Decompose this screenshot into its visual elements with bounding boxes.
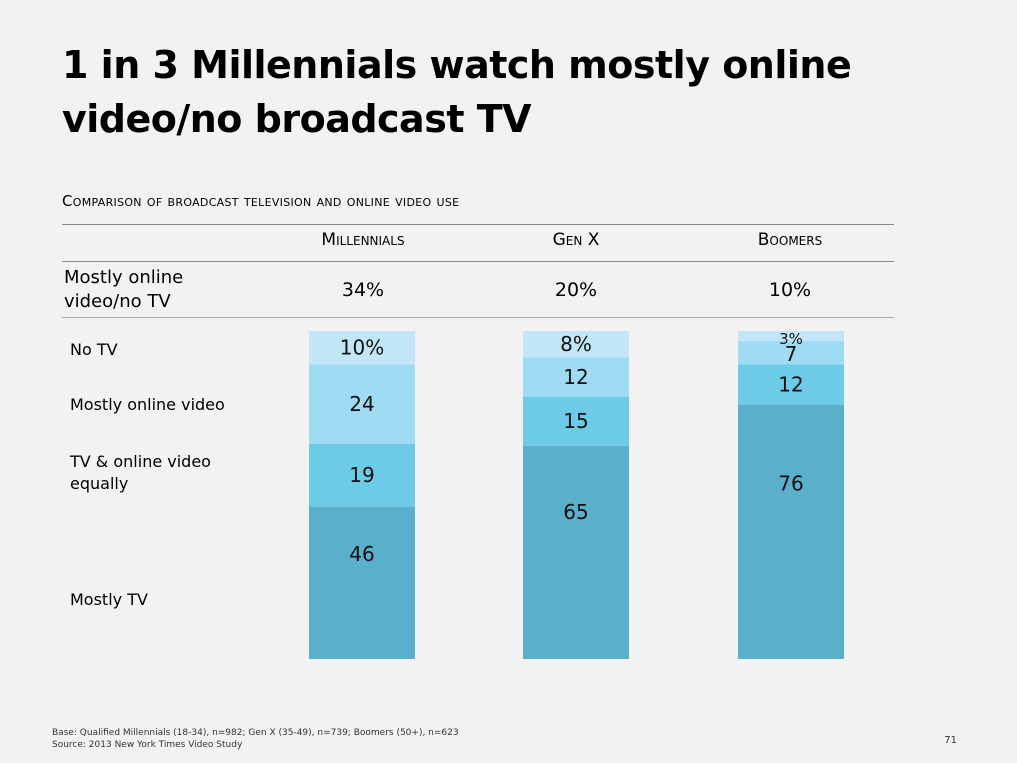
bar-label-millennials-equally: 19 <box>349 463 374 487</box>
page-title: 1 in 3 Millennials watch mostly online v… <box>62 43 852 141</box>
header-bottom-rule <box>62 261 894 262</box>
bar-gen-x-no-tv <box>523 331 629 358</box>
page-number: 71 <box>944 735 957 746</box>
footnote-source: Source: 2013 New York Times Video Study <box>52 740 243 750</box>
legend-label-mostly-online: Mostly online video <box>70 395 225 414</box>
bar-gen-x-equally <box>523 396 629 446</box>
bar-label-boomers-mostly-tv: 76 <box>778 471 803 495</box>
column-header-millennials: Millennials <box>321 230 405 250</box>
bar-millennials-mostly-online <box>309 364 415 444</box>
bar-millennials-no-tv <box>309 331 415 365</box>
bar-label-gen-x-no-tv: 8% <box>560 332 592 356</box>
footnote-base: Base: Qualified Millennials (18-34), n=9… <box>52 728 459 738</box>
legend-label-equally: TV & online video equally <box>70 452 211 493</box>
bar-gen-x-mostly-tv <box>523 445 629 659</box>
chart-subtitle: Comparison of broadcast television and o… <box>62 192 460 210</box>
header-top-rule <box>62 224 894 225</box>
summary-bottom-rule <box>62 317 894 318</box>
bar-boomers-no-tv <box>738 331 844 342</box>
summary-value-genx: 20% <box>554 279 598 301</box>
bar-label-boomers-equally: 12 <box>778 373 803 397</box>
bar-label-millennials-mostly-tv: 46 <box>349 542 374 566</box>
bar-millennials-equally <box>309 443 415 507</box>
bar-millennials-mostly-tv <box>309 506 415 659</box>
summary-value-boomers: 10% <box>768 279 812 301</box>
bar-boomers-mostly-online <box>738 341 844 365</box>
column-header-genx: Gen X <box>552 230 600 250</box>
bar-label-boomers-mostly-online: 7 <box>785 342 798 366</box>
column-header-boomers: Boomers <box>757 230 823 250</box>
summary-value-millennials: 34% <box>341 279 385 301</box>
bar-boomers-equally <box>738 364 844 405</box>
bar-label-boomers-no-tv: 3% <box>779 330 803 348</box>
bar-label-gen-x-mostly-tv: 65 <box>563 500 588 524</box>
bar-label-millennials-mostly-online: 24 <box>349 392 374 416</box>
bar-label-gen-x-equally: 15 <box>563 409 588 433</box>
bar-boomers-mostly-tv <box>738 404 844 659</box>
legend-label-no-tv: No TV <box>70 340 118 359</box>
legend-label-mostly-tv: Mostly TV <box>70 590 148 609</box>
footnote: Base: Qualified Millennials (18-34), n=9… <box>52 727 459 751</box>
bar-label-gen-x-mostly-online: 12 <box>563 365 588 389</box>
bar-gen-x-mostly-online <box>523 357 629 397</box>
summary-row-label: Mostly online video/no TV <box>64 267 184 312</box>
bar-label-millennials-no-tv: 10% <box>340 336 384 360</box>
